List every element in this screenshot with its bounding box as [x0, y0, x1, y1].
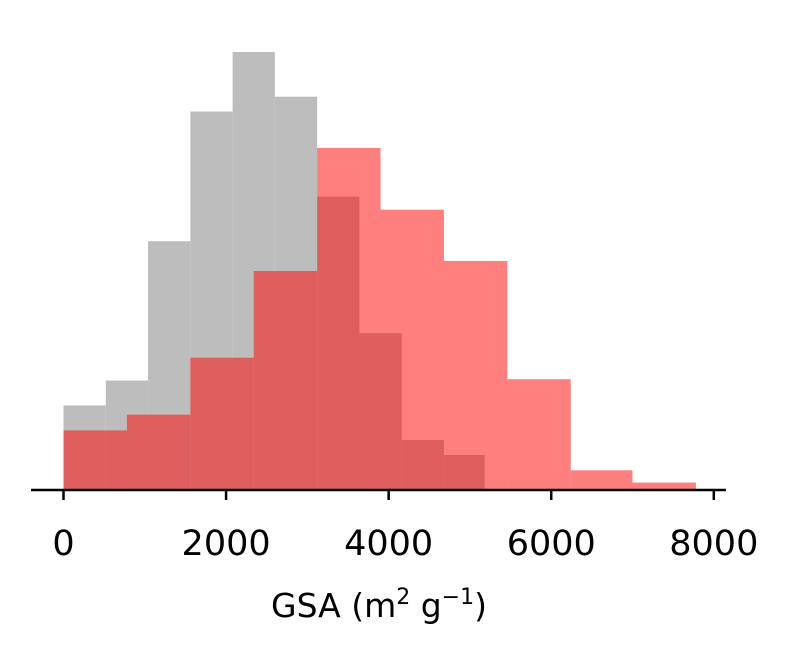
x-tick-label: 0	[52, 524, 74, 564]
histogram-bar-series2-bin3	[190, 357, 254, 490]
x-tick-label: 6000	[507, 524, 596, 564]
x-axis: 0 2000 4000 6000 8000	[31, 488, 758, 564]
histogram-bars	[63, 52, 696, 491]
histogram-bar-series2-bin4	[253, 271, 318, 490]
histogram-bar-series2-bin6	[380, 209, 444, 490]
histogram-bar-series2-bin7	[443, 260, 508, 490]
histogram-bar-series2-bin1	[63, 430, 127, 490]
histogram-bar-series2-bin9	[570, 470, 633, 490]
histogram-bar-series2-bin10	[632, 482, 696, 490]
x-tick-label: 2000	[182, 524, 271, 564]
x-tick-label: 4000	[344, 524, 433, 564]
x-tick-label: 8000	[669, 524, 758, 564]
histogram-bar-series2-bin8	[507, 379, 571, 490]
x-axis-label: GSA (m2 g−1)	[271, 585, 487, 625]
histogram-bar-series2-bin5	[317, 147, 381, 490]
histogram-bar-series2-bin2	[126, 414, 191, 490]
